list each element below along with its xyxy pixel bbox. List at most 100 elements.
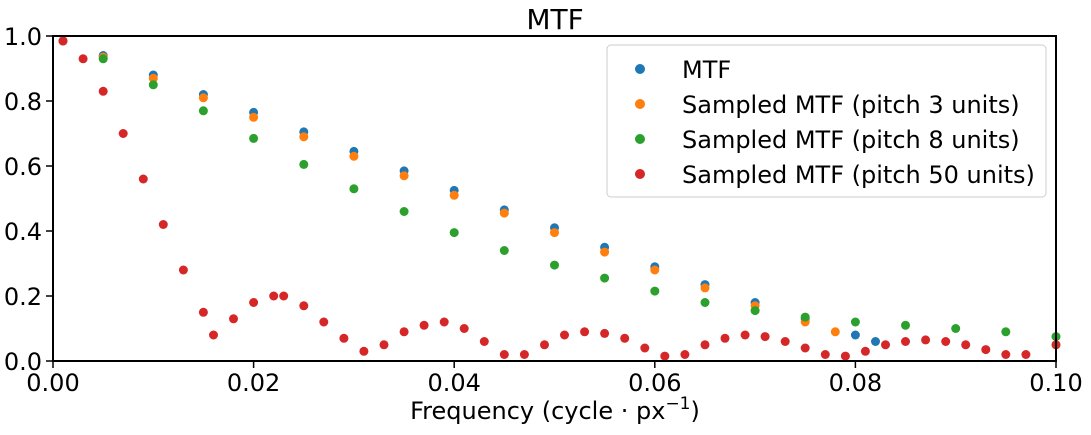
y-tick-label: 0.2 xyxy=(4,283,42,311)
y-tick-label: 0.6 xyxy=(4,153,42,181)
data-point xyxy=(580,327,590,337)
data-point xyxy=(680,350,690,359)
y-tick-label: 1.0 xyxy=(4,23,42,51)
data-point xyxy=(600,328,610,338)
x-tick-label: 0.02 xyxy=(227,369,280,397)
data-point xyxy=(981,345,991,355)
data-point xyxy=(148,73,158,83)
data-point xyxy=(760,332,770,342)
data-point xyxy=(198,307,208,317)
data-point xyxy=(850,317,860,327)
data-point xyxy=(720,333,730,343)
data-point xyxy=(901,337,910,346)
data-point xyxy=(600,247,610,257)
x-tick-label: 0.00 xyxy=(26,369,79,397)
data-point xyxy=(299,301,309,311)
x-tick-label: 0.10 xyxy=(1029,369,1082,397)
data-point xyxy=(198,106,208,116)
data-point xyxy=(479,337,489,346)
data-point xyxy=(550,260,559,270)
data-point xyxy=(740,330,750,340)
x-tick-label: 0.08 xyxy=(829,369,882,397)
data-point xyxy=(439,317,449,327)
data-point xyxy=(499,208,509,218)
legend-box xyxy=(606,44,1047,198)
x-axis-label-main: Frequency (cycle · px xyxy=(410,397,665,425)
data-point xyxy=(229,314,238,324)
data-point xyxy=(540,340,549,350)
data-point xyxy=(379,340,389,350)
data-point xyxy=(138,174,148,184)
data-point xyxy=(449,190,459,200)
data-point xyxy=(178,265,188,275)
y-tick-label: 0.8 xyxy=(4,88,42,116)
legend-label: Sampled MTF (pitch 8 units) xyxy=(682,126,1020,154)
series-3 xyxy=(58,36,1061,361)
x-tick-label: 0.06 xyxy=(628,369,681,397)
data-point xyxy=(840,351,850,361)
data-point xyxy=(58,36,68,46)
data-point xyxy=(148,80,158,90)
data-point xyxy=(700,283,710,293)
data-point xyxy=(961,340,971,350)
data-point xyxy=(209,330,218,340)
data-point xyxy=(780,337,790,346)
chart-title: MTF xyxy=(526,3,583,36)
legend-marker xyxy=(635,134,645,144)
data-point xyxy=(941,337,951,346)
legend-label: MTF xyxy=(682,56,731,84)
data-point xyxy=(349,184,359,194)
data-point xyxy=(1001,327,1011,337)
data-point xyxy=(249,133,259,143)
legend: MTF Sampled MTF (pitch 3 units) Sampled MT… xyxy=(606,44,1047,198)
x-tick-label: 0.04 xyxy=(427,369,480,397)
data-point xyxy=(299,132,309,142)
data-point xyxy=(399,207,409,216)
data-point xyxy=(269,291,279,301)
data-point xyxy=(850,330,860,340)
data-point xyxy=(98,86,108,96)
x-axis-label-close: ) xyxy=(691,397,700,425)
data-point xyxy=(700,340,710,350)
data-point xyxy=(449,228,459,238)
data-point xyxy=(620,333,630,343)
data-point xyxy=(279,291,289,301)
data-point xyxy=(249,298,259,307)
data-point xyxy=(499,246,509,255)
data-point xyxy=(399,327,409,337)
data-point xyxy=(1001,350,1011,359)
legend-marker xyxy=(635,169,645,179)
data-point xyxy=(519,350,529,359)
data-point xyxy=(640,343,650,353)
data-point xyxy=(860,346,870,356)
legend-marker xyxy=(635,99,645,109)
data-point xyxy=(820,350,830,359)
data-point xyxy=(98,54,108,64)
x-axis-ticks: 0.00 0.02 0.04 0.06 0.08 0.10 xyxy=(26,361,1083,397)
data-point xyxy=(560,330,569,340)
data-point xyxy=(459,324,469,333)
data-point xyxy=(650,286,660,296)
legend-label: Sampled MTF (pitch 3 units) xyxy=(682,91,1020,119)
data-point xyxy=(830,327,840,337)
plot-points xyxy=(58,36,1061,361)
data-point xyxy=(660,351,670,361)
data-point xyxy=(339,333,349,343)
data-point xyxy=(249,112,259,122)
y-axis-ticks: 0.0 0.2 0.4 0.6 0.8 1.0 xyxy=(4,23,53,376)
data-point xyxy=(78,54,88,64)
data-point xyxy=(921,335,931,345)
data-point xyxy=(800,343,810,353)
data-point xyxy=(359,346,369,356)
data-point xyxy=(650,265,660,275)
data-point xyxy=(198,93,208,103)
data-point xyxy=(319,317,329,327)
data-point xyxy=(349,151,359,161)
x-axis-label-exponent: −1 xyxy=(665,394,690,414)
data-point xyxy=(499,350,509,359)
x-axis-label: Frequency (cycle · px−1) xyxy=(410,394,700,425)
y-tick-label: 0.4 xyxy=(4,218,42,246)
data-point xyxy=(951,324,961,333)
data-point xyxy=(600,273,610,283)
